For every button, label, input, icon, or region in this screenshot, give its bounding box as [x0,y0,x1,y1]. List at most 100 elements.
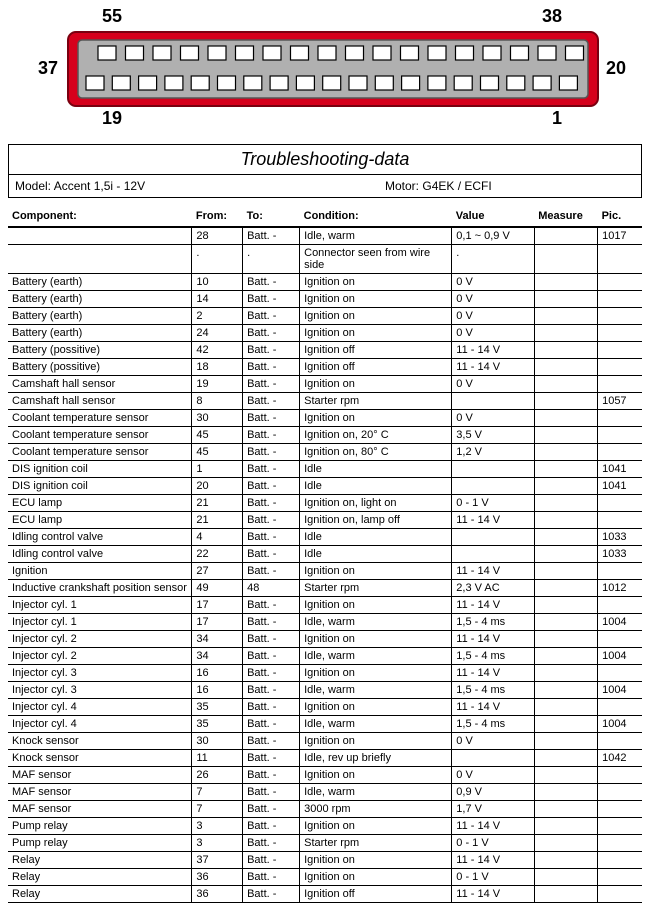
table-cell [534,495,597,512]
table-cell [534,410,597,427]
table-cell: Ignition off [300,359,452,376]
model-info: Model: Accent 1,5i - 12V [15,179,265,193]
table-cell: Battery (earth) [8,325,192,342]
table-cell: Ignition on [300,376,452,393]
table-cell: Battery (possitive) [8,359,192,376]
table-cell: Ignition on [300,291,452,308]
table-cell: Ignition on, light on [300,495,452,512]
table-cell: Inductive crankshaft position sensor [8,580,192,597]
table-cell: 1 [192,461,243,478]
table-row: Inductive crankshaft position sensor4948… [8,580,642,597]
table-cell: Ignition on [300,631,452,648]
table-cell [534,274,597,291]
table-cell [598,274,642,291]
table-cell [534,291,597,308]
table-cell: Batt. - [243,631,300,648]
connector-diagram: 55 38 37 20 19 1 [8,8,642,144]
table-cell: Idling control valve [8,546,192,563]
pin-label-bl: 19 [102,108,122,129]
table-cell: 17 [192,597,243,614]
table-cell: Camshaft hall sensor [8,376,192,393]
table-cell: Batt. - [243,444,300,461]
table-cell: 1,5 - 4 ms [452,716,534,733]
table-header-cell: Value [452,208,534,227]
table-cell: Ignition off [300,342,452,359]
table-cell: Starter rpm [300,580,452,597]
table-cell: Connector seen from wire side [300,245,452,274]
table-cell [598,801,642,818]
table-cell: 11 - 14 V [452,359,534,376]
table-cell: Batt. - [243,886,300,903]
table-cell: . [452,245,534,274]
table-cell: 1004 [598,682,642,699]
table-cell [598,699,642,716]
table-cell: Batt. - [243,427,300,444]
table-row: MAF sensor7Batt. -Idle, warm0,9 V [8,784,642,801]
table-cell: 19 [192,376,243,393]
table-cell: 10 [192,274,243,291]
table-row: Coolant temperature sensor30Batt. -Ignit… [8,410,642,427]
table-cell: 27 [192,563,243,580]
table-cell: Batt. - [243,512,300,529]
table-cell: . [243,245,300,274]
table-cell: Ignition [8,563,192,580]
table-row: Battery (earth)24Batt. -Ignition on0 V [8,325,642,342]
table-cell [534,546,597,563]
table-row: Relay36Batt. -Ignition on0 - 1 V [8,869,642,886]
table-cell [534,631,597,648]
table-cell: Idle [300,461,452,478]
table-row: Pump relay3Batt. -Ignition on11 - 14 V [8,818,642,835]
table-cell: Batt. - [243,750,300,767]
table-header-cell: From: [192,208,243,227]
table-row: Injector cyl. 117Batt. -Ignition on11 - … [8,597,642,614]
table-cell: 11 - 14 V [452,597,534,614]
table-cell: Ignition on [300,733,452,750]
table-cell: Batt. - [243,614,300,631]
table-cell [598,308,642,325]
table-cell: Batt. - [243,410,300,427]
table-cell: Batt. - [243,818,300,835]
table-cell [534,325,597,342]
table-cell: 36 [192,869,243,886]
table-cell [598,852,642,869]
table-cell: Ignition on [300,818,452,835]
table-cell: Injector cyl. 3 [8,682,192,699]
table-cell [534,529,597,546]
table-cell [452,750,534,767]
table-cell: 35 [192,716,243,733]
table-cell: 35 [192,699,243,716]
model-value: Accent 1,5i - 12V [54,179,145,193]
table-header-row: Component:From:To:Condition:ValueMeasure… [8,208,642,227]
table-row: MAF sensor26Batt. -Ignition on0 V [8,767,642,784]
table-cell: 11 - 14 V [452,342,534,359]
table-cell: 22 [192,546,243,563]
table-cell: 42 [192,342,243,359]
table-cell: Idle, warm [300,648,452,665]
table-row: Pump relay3Batt. -Starter rpm0 - 1 V [8,835,642,852]
table-cell [452,546,534,563]
table-cell [534,580,597,597]
table-cell: 0 V [452,274,534,291]
table-cell [534,227,597,245]
table-cell [534,733,597,750]
table-cell [534,444,597,461]
table-cell: 11 - 14 V [452,512,534,529]
table-header-cell: Pic. [598,208,642,227]
table-cell: 0 V [452,291,534,308]
table-cell [534,512,597,529]
table-cell: 16 [192,665,243,682]
table-cell: Ignition on [300,597,452,614]
table-cell: Battery (earth) [8,274,192,291]
table-cell [598,563,642,580]
table-cell: 0 V [452,376,534,393]
table-cell [598,835,642,852]
table-row: Relay36Batt. -Ignition off11 - 14 V [8,886,642,903]
table-cell [598,631,642,648]
table-cell: 1004 [598,648,642,665]
table-cell: Batt. - [243,648,300,665]
table-cell: 1041 [598,478,642,495]
table-cell: Pump relay [8,818,192,835]
table-cell: Batt. - [243,716,300,733]
motor-info: Motor: G4EK / ECFI [265,179,635,193]
pin-label-mr: 20 [606,58,626,79]
